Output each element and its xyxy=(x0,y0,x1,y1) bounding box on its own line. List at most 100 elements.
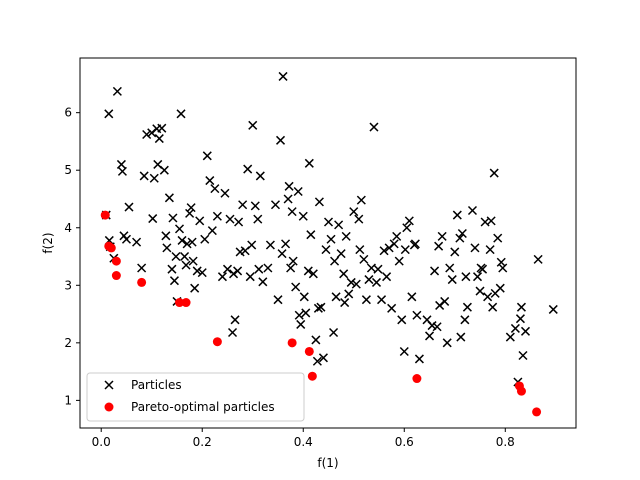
particle-point xyxy=(356,195,366,205)
pareto-point xyxy=(137,277,147,287)
particle-point xyxy=(323,217,334,227)
particle-point xyxy=(186,203,196,213)
particle-point xyxy=(228,327,238,338)
particle-point xyxy=(424,331,435,341)
particle-point xyxy=(410,239,420,249)
particle-point xyxy=(238,200,248,210)
particle-point xyxy=(377,295,387,305)
particle-point xyxy=(270,200,281,210)
particle-point xyxy=(303,266,313,276)
y-tick-label: 3 xyxy=(64,278,72,292)
particle-point xyxy=(299,292,309,302)
particle-point xyxy=(283,194,293,204)
particle-point xyxy=(371,277,382,287)
particle-point xyxy=(308,269,318,279)
particle-point xyxy=(117,166,127,176)
particle-point xyxy=(263,263,273,273)
legend-box xyxy=(86,372,305,422)
y-tick-label: 1 xyxy=(64,393,72,407)
particle-point xyxy=(326,234,336,244)
particle-point xyxy=(149,173,159,183)
pareto-point xyxy=(307,371,317,381)
particle-point xyxy=(154,134,164,144)
particle-point xyxy=(475,286,485,296)
particle-point xyxy=(265,240,275,250)
particle-point xyxy=(313,303,323,313)
particle-point xyxy=(329,327,339,338)
particle-point xyxy=(284,181,294,191)
particle-point xyxy=(331,292,341,302)
particle-point xyxy=(157,123,167,133)
particle-point xyxy=(148,214,158,224)
particle-point xyxy=(124,202,134,212)
particle-point xyxy=(341,231,351,241)
particle-point xyxy=(318,353,328,363)
particle-point xyxy=(402,223,412,233)
particle-point xyxy=(346,277,356,287)
particle-point xyxy=(456,332,466,342)
particle-point xyxy=(455,233,465,243)
particle-point xyxy=(205,176,215,186)
particle-point xyxy=(190,283,200,293)
particle-point xyxy=(250,201,260,211)
particle-point xyxy=(312,356,322,366)
particle-point xyxy=(493,233,503,243)
particle-point xyxy=(404,216,414,226)
y-axis-ticks: 1 2 3 4 5 6 xyxy=(64,106,80,407)
particle-point xyxy=(314,197,324,207)
particle-point xyxy=(516,302,526,312)
particle-point xyxy=(394,256,404,266)
legend-label-particles: Particles xyxy=(131,378,182,392)
particle-point xyxy=(407,292,417,302)
particle-point xyxy=(440,296,450,306)
particle-point xyxy=(336,249,346,259)
particle-point xyxy=(247,240,257,250)
particle-point xyxy=(278,71,288,81)
particle-point xyxy=(430,266,440,276)
x-tick-label: 0.0 xyxy=(92,435,111,449)
x-axis-ticks: 0.0 0.2 0.4 0.6 0.8 xyxy=(92,428,515,449)
particle-point xyxy=(192,266,202,276)
particle-point xyxy=(355,245,365,255)
particle-point xyxy=(187,237,197,247)
particle-point xyxy=(177,235,187,245)
particle-point xyxy=(392,231,402,241)
pareto-point xyxy=(532,407,542,417)
y-tick-label: 2 xyxy=(64,336,72,350)
particle-point xyxy=(229,269,239,279)
particle-point xyxy=(489,168,499,178)
particle-point xyxy=(467,205,477,216)
x-axis-label: f(1) xyxy=(317,456,338,470)
particle-point xyxy=(452,210,462,220)
particle-point xyxy=(255,171,265,181)
particle-point xyxy=(349,207,359,217)
particle-point xyxy=(445,263,455,273)
pareto-point xyxy=(516,386,526,396)
particle-point xyxy=(168,213,178,223)
particle-point xyxy=(311,335,321,345)
particle-point xyxy=(389,239,399,249)
x-tick-label: 0.6 xyxy=(395,435,414,449)
particle-point xyxy=(233,266,243,276)
y-axis-label: f(2) xyxy=(41,232,55,253)
particle-point xyxy=(185,208,195,218)
plot-frame xyxy=(79,57,577,429)
particle-point xyxy=(412,310,422,320)
particle-point xyxy=(382,272,392,282)
legend-label-pareto: Pareto-optimal particles xyxy=(131,400,275,414)
particle-point xyxy=(369,122,379,132)
particle-point xyxy=(132,237,142,247)
particle-point xyxy=(202,151,212,161)
particle-point xyxy=(287,207,297,217)
particle-point xyxy=(301,308,311,318)
pareto-point xyxy=(111,271,121,281)
particle-point xyxy=(161,231,171,241)
particle-point xyxy=(291,282,301,292)
pareto-point xyxy=(111,256,121,266)
particle-point xyxy=(281,239,291,249)
particle-point xyxy=(510,323,520,333)
particle-point xyxy=(182,239,192,249)
particle-point xyxy=(373,264,383,274)
particle-point xyxy=(340,298,350,308)
